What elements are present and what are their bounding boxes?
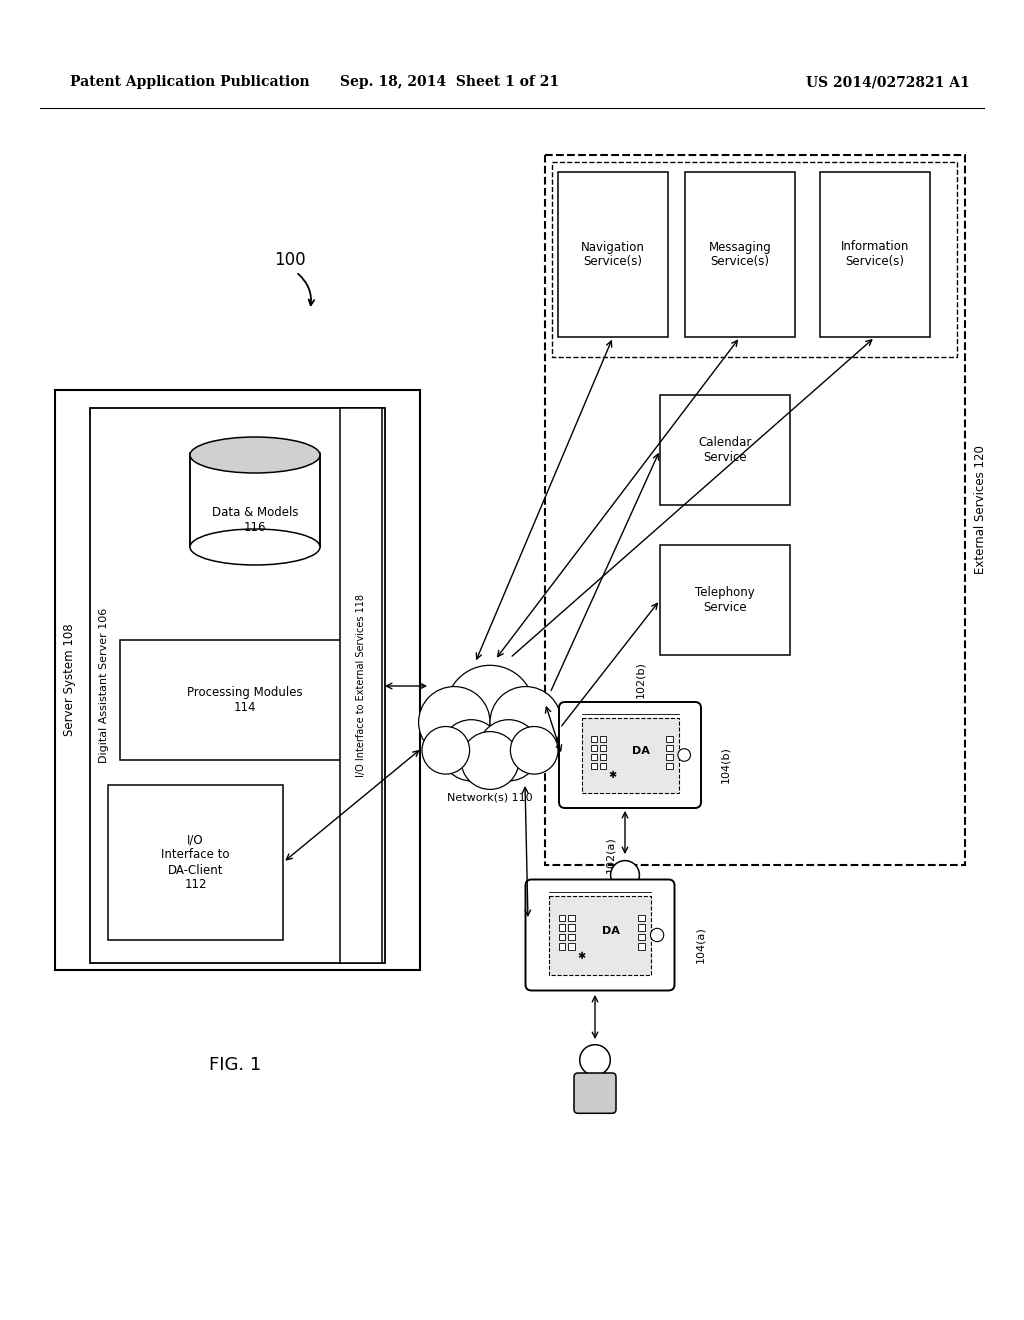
Text: DA: DA xyxy=(632,746,650,756)
Ellipse shape xyxy=(190,529,319,565)
Ellipse shape xyxy=(190,437,319,473)
Text: Processing Modules
114: Processing Modules 114 xyxy=(187,686,303,714)
Circle shape xyxy=(419,686,490,758)
Circle shape xyxy=(580,1044,610,1076)
Bar xyxy=(600,754,606,760)
Circle shape xyxy=(610,861,639,890)
Bar xyxy=(667,763,673,770)
Bar xyxy=(639,933,645,940)
Text: Information
Service(s): Information Service(s) xyxy=(841,240,909,268)
Bar xyxy=(667,744,673,751)
Circle shape xyxy=(422,726,470,774)
Text: US 2014/0272821 A1: US 2014/0272821 A1 xyxy=(806,75,970,88)
Bar xyxy=(568,924,574,931)
Bar xyxy=(559,942,565,949)
Bar xyxy=(600,763,606,770)
Bar xyxy=(591,763,597,770)
Bar xyxy=(667,735,673,742)
Bar xyxy=(568,915,574,921)
Circle shape xyxy=(440,719,502,781)
Bar xyxy=(90,408,385,964)
Bar xyxy=(120,640,370,760)
Text: FIG. 1: FIG. 1 xyxy=(209,1056,261,1074)
Bar xyxy=(685,172,795,337)
Text: Messaging
Service(s): Messaging Service(s) xyxy=(709,240,771,268)
Bar xyxy=(667,754,673,760)
Text: 104(b): 104(b) xyxy=(720,747,730,784)
Text: Data & Models
116: Data & Models 116 xyxy=(212,506,298,535)
Bar xyxy=(559,924,565,931)
Bar xyxy=(591,735,597,742)
Bar xyxy=(568,942,574,949)
Circle shape xyxy=(678,748,690,762)
Bar xyxy=(545,154,965,865)
Text: External Services 120: External Services 120 xyxy=(974,446,986,574)
Text: ✱: ✱ xyxy=(608,770,616,780)
Text: I/O
Interface to
DA-Client
112: I/O Interface to DA-Client 112 xyxy=(161,833,229,891)
Circle shape xyxy=(650,928,664,941)
Bar xyxy=(190,453,319,546)
FancyBboxPatch shape xyxy=(605,887,645,925)
Text: Patent Application Publication: Patent Application Publication xyxy=(70,75,309,88)
Bar xyxy=(639,942,645,949)
FancyBboxPatch shape xyxy=(525,879,675,990)
Bar xyxy=(559,933,565,940)
Text: Telephony
Service: Telephony Service xyxy=(695,586,755,614)
Bar xyxy=(108,785,283,940)
Text: Network(s) 110: Network(s) 110 xyxy=(447,793,532,803)
Bar xyxy=(820,172,930,337)
Bar xyxy=(591,744,597,751)
Text: 102(a): 102(a) xyxy=(605,837,615,874)
Text: DA: DA xyxy=(602,927,621,936)
Bar xyxy=(591,754,597,760)
Text: Server System 108: Server System 108 xyxy=(62,623,76,737)
Bar xyxy=(340,408,382,964)
FancyBboxPatch shape xyxy=(574,1073,616,1113)
FancyBboxPatch shape xyxy=(582,718,679,792)
Text: 104(a): 104(a) xyxy=(695,927,705,964)
Text: I/O Interface to External Services 118: I/O Interface to External Services 118 xyxy=(356,594,366,777)
Circle shape xyxy=(490,686,561,758)
Bar xyxy=(639,915,645,921)
FancyBboxPatch shape xyxy=(549,895,651,974)
Bar xyxy=(600,744,606,751)
FancyBboxPatch shape xyxy=(559,702,701,808)
Circle shape xyxy=(461,731,519,789)
Text: Calendar
Service: Calendar Service xyxy=(698,436,752,465)
Text: ✱: ✱ xyxy=(577,950,585,961)
Bar xyxy=(660,395,790,506)
Bar xyxy=(660,545,790,655)
Text: 100: 100 xyxy=(274,251,306,269)
Circle shape xyxy=(510,726,558,774)
Circle shape xyxy=(478,719,540,781)
Text: Digital Assistant Server 106: Digital Assistant Server 106 xyxy=(99,609,109,763)
Bar xyxy=(552,162,957,356)
Text: Navigation
Service(s): Navigation Service(s) xyxy=(581,240,645,268)
Bar xyxy=(600,735,606,742)
Bar xyxy=(558,172,668,337)
Bar xyxy=(55,389,420,970)
Circle shape xyxy=(445,665,535,754)
Bar xyxy=(639,924,645,931)
Bar xyxy=(568,933,574,940)
Bar xyxy=(559,915,565,921)
Text: 102(b): 102(b) xyxy=(635,661,645,698)
Text: Sep. 18, 2014  Sheet 1 of 21: Sep. 18, 2014 Sheet 1 of 21 xyxy=(340,75,559,88)
